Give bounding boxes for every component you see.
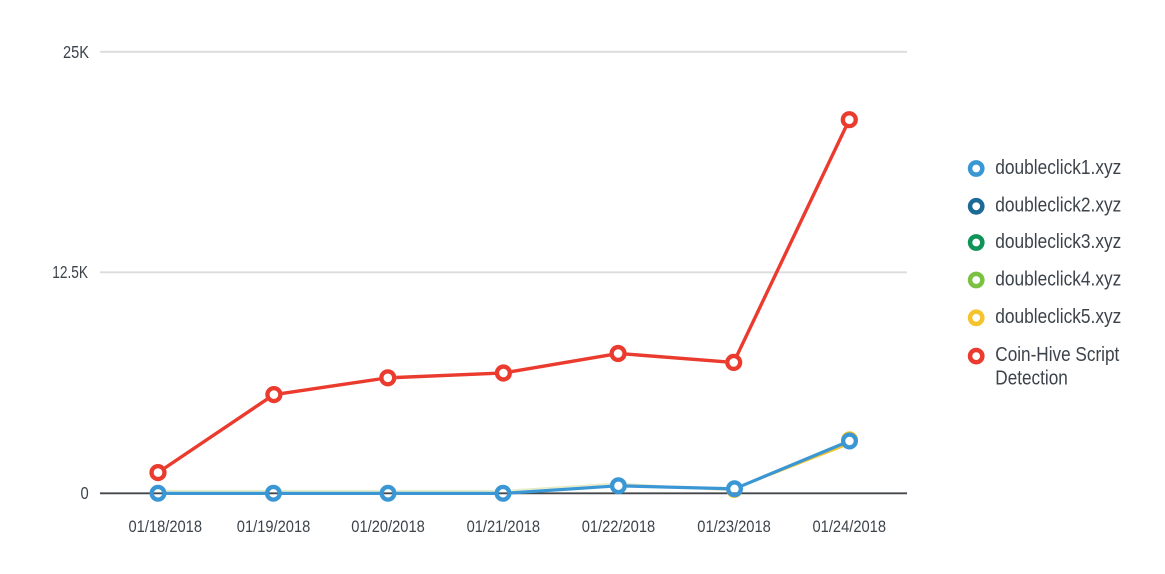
svg-text:01/20/2018: 01/20/2018 xyxy=(351,517,425,536)
svg-text:01/18/2018: 01/18/2018 xyxy=(129,517,203,536)
svg-text:01/23/2018: 01/23/2018 xyxy=(697,517,771,536)
svg-text:doubleclick2.xyz: doubleclick2.xyz xyxy=(995,194,1121,217)
svg-text:doubleclick5.xyz: doubleclick5.xyz xyxy=(995,305,1121,328)
svg-text:Detection: Detection xyxy=(995,367,1068,390)
svg-text:Coin-Hive Script: Coin-Hive Script xyxy=(995,343,1119,366)
svg-text:25K: 25K xyxy=(63,42,89,62)
svg-text:01/21/2018: 01/21/2018 xyxy=(467,517,540,536)
svg-text:doubleclick1.xyz: doubleclick1.xyz xyxy=(995,156,1121,179)
svg-text:0: 0 xyxy=(81,483,89,503)
svg-text:12.5K: 12.5K xyxy=(52,262,88,282)
svg-text:01/22/2018: 01/22/2018 xyxy=(582,517,656,536)
svg-text:01/24/2018: 01/24/2018 xyxy=(813,517,887,536)
svg-text:doubleclick3.xyz: doubleclick3.xyz xyxy=(995,230,1121,253)
svg-text:doubleclick4.xyz: doubleclick4.xyz xyxy=(995,267,1121,290)
svg-text:01/19/2018: 01/19/2018 xyxy=(237,517,310,536)
